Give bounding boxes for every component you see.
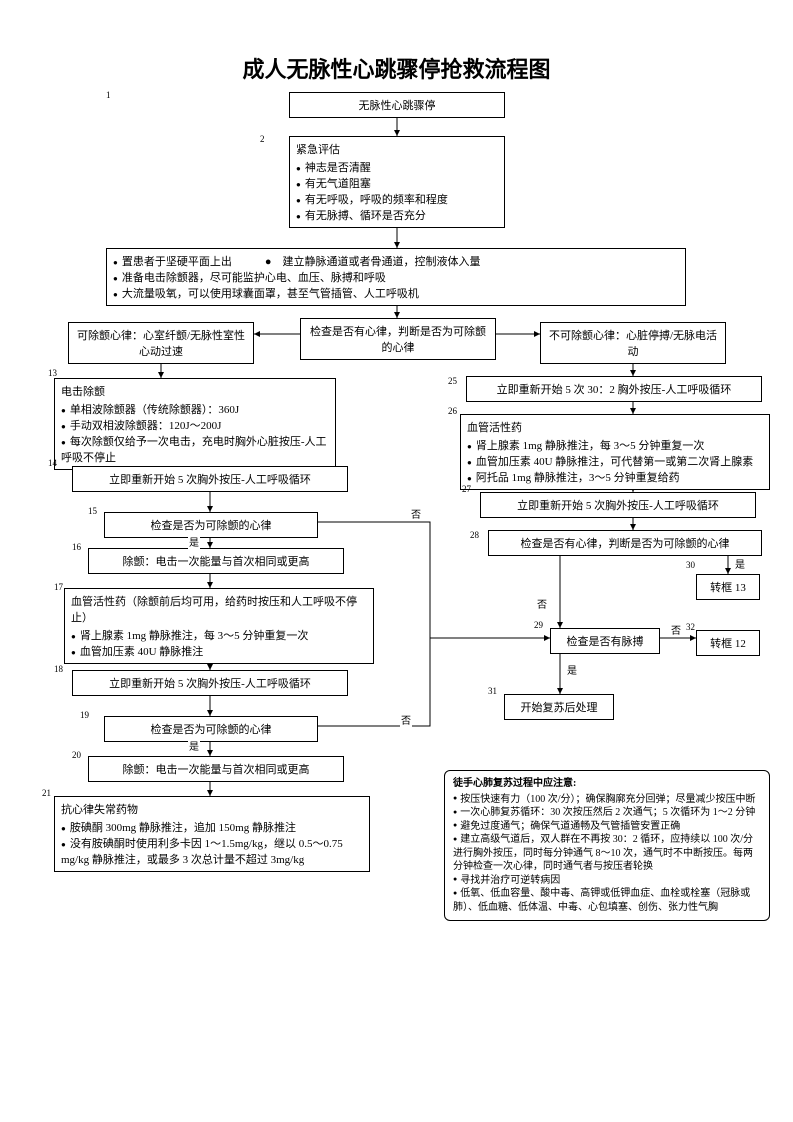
node-number: 2 — [260, 134, 265, 144]
node-number: 1 — [106, 90, 111, 100]
flow-node-n21: 抗心律失常药物胺碘酮 300mg 静脉推注，追加 150mg 静脉推注没有胺碘酮… — [54, 796, 370, 872]
notes-item: 寻找并治疗可逆转病因 — [453, 874, 761, 888]
flow-node-n25: 立即重新开始 5 次 30：2 胸外按压-人工呼吸循环 — [466, 376, 762, 402]
flow-node-n6: 不可除颤心律：心脏停搏/无脉电活动 — [540, 322, 726, 364]
edge-label: 是 — [734, 556, 746, 571]
node-header: 紧急评估 — [296, 141, 498, 157]
flow-node-n30: 转框 13 — [696, 574, 760, 600]
node-number: 26 — [448, 406, 457, 416]
flow-node-n5: 可除颤心律：心室纤颤/无脉性室性心动过速 — [68, 322, 254, 364]
node-number: 14 — [48, 458, 57, 468]
bullet-item: 血管加压素 40U 静脉推注 — [71, 643, 367, 659]
flow-node-n27: 立即重新开始 5 次胸外按压-人工呼吸循环 — [480, 492, 756, 518]
bullet-item: 有无脉搏、循环是否充分 — [296, 207, 498, 223]
bullet-item: 有无气道阻塞 — [296, 175, 498, 191]
node-number: 31 — [488, 686, 497, 696]
bullet-item: 神志是否清醒 — [296, 159, 498, 175]
bullet-item: 胺碘酮 300mg 静脉推注，追加 150mg 静脉推注 — [61, 819, 363, 835]
edge-label: 是 — [188, 738, 200, 753]
edge-label: 否 — [670, 622, 682, 637]
notes-item: 一次心肺复苏循环：30 次按压然后 2 次通气；5 次循环为 1～2 分钟 — [453, 806, 761, 820]
flow-node-n1: 无脉性心跳骤停 — [289, 92, 505, 118]
bullet-item: 有无呼吸，呼吸的频率和程度 — [296, 191, 498, 207]
bullet-item: 肾上腺素 1mg 静脉推注，每 3～5 分钟重复一次 — [71, 627, 367, 643]
node-number: 30 — [686, 560, 695, 570]
bullet-item: 每次除颤仅给予一次电击，充电时胸外心脏按压-人工呼吸不停止 — [61, 433, 329, 465]
flow-node-n26: 血管活性药肾上腺素 1mg 静脉推注，每 3～5 分钟重复一次血管加压素 40U… — [460, 414, 770, 490]
edge-label: 否 — [400, 712, 412, 727]
node-number: 32 — [686, 622, 695, 632]
flow-node-n14: 立即重新开始 5 次胸外按压-人工呼吸循环 — [72, 466, 348, 492]
notes-item: 低氧、低血容量、酸中毒、高钾或低钾血症、血栓或栓塞（冠脉或肺）、低血糖、低体温、… — [453, 887, 761, 914]
node-bullets: 置患者于坚硬平面上出 ● 建立静脉通道或者骨通道，控制液体入量准备电击除颤器，尽… — [113, 253, 679, 301]
edge-label: 否 — [536, 596, 548, 611]
node-number: 29 — [534, 620, 543, 630]
bullet-item: 阿托品 1mg 静脉推注，3～5 分钟重复给药 — [467, 469, 763, 485]
node-number: 25 — [448, 376, 457, 386]
notes-list: 按压快速有力（100 次/分）；确保胸廓充分回弹；尽量减少按压中断一次心肺复苏循… — [453, 793, 761, 915]
node-bullets: 神志是否清醒有无气道阻塞有无呼吸，呼吸的频率和程度有无脉搏、循环是否充分 — [296, 159, 498, 223]
notes-box: 徒手心肺复苏过程中应注意: 按压快速有力（100 次/分）；确保胸廓充分回弹；尽… — [444, 770, 770, 921]
node-number: 13 — [48, 368, 57, 378]
notes-title: 徒手心肺复苏过程中应注意: — [453, 777, 761, 791]
notes-item: 避免过度通气；确保气道通畅及气管插管安置正确 — [453, 820, 761, 834]
flow-node-n28: 检查是否有心律，判断是否为可除颤的心律 — [488, 530, 762, 556]
edge-label: 是 — [566, 662, 578, 677]
notes-item: 建立高级气道后，双人群在不再按 30：2 循环，应持续以 100 次/分进行胸外… — [453, 833, 761, 874]
node-number: 21 — [42, 788, 51, 798]
flow-node-n29: 检查是否有脉搏 — [550, 628, 660, 654]
bullet-item: 准备电击除颤器，尽可能监护心电、血压、脉搏和呼吸 — [113, 269, 679, 285]
flow-node-n17: 血管活性药（除颤前后均可用，给药时按压和人工呼吸不停止）肾上腺素 1mg 静脉推… — [64, 588, 374, 664]
node-header: 抗心律失常药物 — [61, 801, 363, 817]
flow-node-n32: 转框 12 — [696, 630, 760, 656]
bullet-item: 血管加压素 40U 静脉推注，可代替第一或第二次肾上腺素 — [467, 453, 763, 469]
flow-node-n3: 置患者于坚硬平面上出 ● 建立静脉通道或者骨通道，控制液体入量准备电击除颤器，尽… — [106, 248, 686, 306]
edge-label: 是 — [188, 534, 200, 549]
bullet-item: 手动双相波除颤器：120J～200J — [61, 417, 329, 433]
node-number: 19 — [80, 710, 89, 720]
node-number: 18 — [54, 664, 63, 674]
node-number: 15 — [88, 506, 97, 516]
node-number: 17 — [54, 582, 63, 592]
page-title: 成人无脉性心跳骤停抢救流程图 — [0, 52, 793, 84]
node-header: 电击除颤 — [61, 383, 329, 399]
node-number: 16 — [72, 542, 81, 552]
node-header: 血管活性药 — [467, 419, 763, 435]
node-bullets: 胺碘酮 300mg 静脉推注，追加 150mg 静脉推注没有胺碘酮时使用利多卡因… — [61, 819, 363, 867]
node-bullets: 单相波除颤器（传统除颤器）：360J手动双相波除颤器：120J～200J每次除颤… — [61, 401, 329, 465]
flow-node-n20: 除颤：电击一次能量与首次相同或更高 — [88, 756, 344, 782]
flow-node-n15: 检查是否为可除颤的心律 — [104, 512, 318, 538]
bullet-item: 没有胺碘酮时使用利多卡因 1～1.5mg/kg，继以 0.5～0.75 mg/k… — [61, 835, 363, 867]
node-bullets: 肾上腺素 1mg 静脉推注，每 3～5 分钟重复一次血管加压素 40U 静脉推注… — [467, 437, 763, 485]
bullet-item: 置患者于坚硬平面上出 ● 建立静脉通道或者骨通道，控制液体入量 — [113, 253, 679, 269]
flow-node-n16: 除颤：电击一次能量与首次相同或更高 — [88, 548, 344, 574]
flow-node-n2: 紧急评估神志是否清醒有无气道阻塞有无呼吸，呼吸的频率和程度有无脉搏、循环是否充分 — [289, 136, 505, 228]
flow-node-n4: 检查是否有心律，判断是否为可除颤的心律 — [300, 318, 496, 360]
node-number: 27 — [462, 484, 471, 494]
bullet-item: 大流量吸氧，可以使用球囊面罩，甚至气管插管、人工呼吸机 — [113, 285, 679, 301]
bullet-item: 单相波除颤器（传统除颤器）：360J — [61, 401, 329, 417]
node-bullets: 肾上腺素 1mg 静脉推注，每 3～5 分钟重复一次血管加压素 40U 静脉推注 — [71, 627, 367, 659]
edge-label: 否 — [410, 506, 422, 521]
node-number: 28 — [470, 530, 479, 540]
node-header: 血管活性药（除颤前后均可用，给药时按压和人工呼吸不停止） — [71, 593, 367, 625]
flow-node-n18: 立即重新开始 5 次胸外按压-人工呼吸循环 — [72, 670, 348, 696]
notes-item: 按压快速有力（100 次/分）；确保胸廓充分回弹；尽量减少按压中断 — [453, 793, 761, 807]
node-number: 20 — [72, 750, 81, 760]
flow-node-n19: 检查是否为可除颤的心律 — [104, 716, 318, 742]
flow-node-n13: 电击除颤单相波除颤器（传统除颤器）：360J手动双相波除颤器：120J～200J… — [54, 378, 336, 470]
bullet-item: 肾上腺素 1mg 静脉推注，每 3～5 分钟重复一次 — [467, 437, 763, 453]
flow-node-n31: 开始复苏后处理 — [504, 694, 614, 720]
